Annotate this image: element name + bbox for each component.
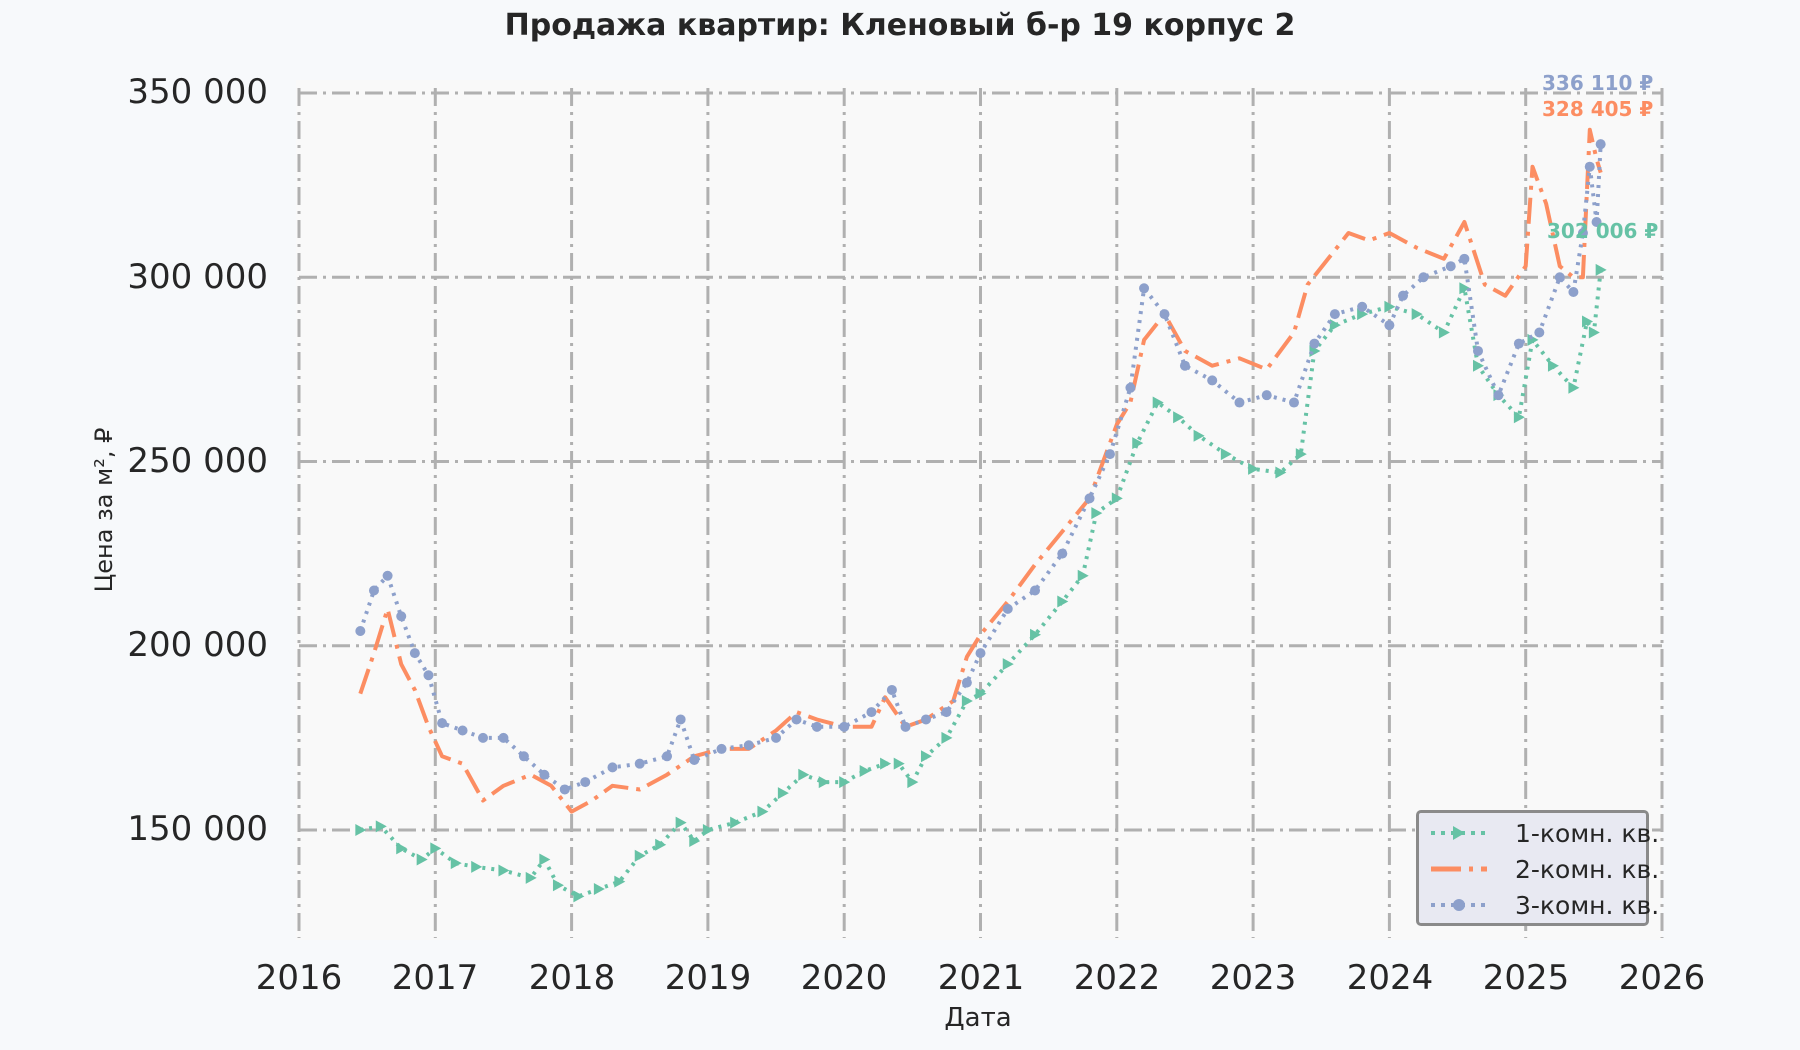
x-tick-label: 2021 <box>937 958 1025 998</box>
series-layer <box>355 127 1607 903</box>
end-label-3-room: 336 110 ₽ <box>1542 71 1654 95</box>
legend: 1-комн. кв. 2-комн. кв. 3-комн. кв. <box>1416 810 1659 926</box>
series-3-room <box>355 139 1606 795</box>
y-tick-label: 350 000 <box>127 72 268 112</box>
x-tick-label: 2024 <box>1346 958 1434 998</box>
y-tick-label: 150 000 <box>127 809 268 849</box>
x-tick-label: 2016 <box>255 958 343 998</box>
y-axis-label: Цена за м², ₽ <box>90 427 118 593</box>
dotted-circle-marker-icon <box>1431 899 1487 911</box>
dotted-triangle-marker-icon <box>1431 826 1487 840</box>
x-tick-label: 2017 <box>391 958 479 998</box>
dash-dot-line-icon <box>1431 866 1487 872</box>
end-label-2-room: 328 405 ₽ <box>1542 97 1654 121</box>
y-tick-label: 200 000 <box>127 625 268 665</box>
y-tick-label: 300 000 <box>127 257 268 297</box>
end-label-1-room: 302 006 ₽ <box>1547 219 1659 243</box>
x-tick-label: 2019 <box>664 958 752 998</box>
x-tick-label: 2023 <box>1209 958 1297 998</box>
legend-item-1-room: 1-комн. кв. <box>1429 815 1659 851</box>
x-axis-label: Дата <box>944 1003 1012 1033</box>
x-tick-label: 2026 <box>1618 958 1706 998</box>
legend-item-3-room: 3-комн. кв. <box>1429 887 1659 923</box>
x-tick-label: 2025 <box>1482 958 1570 998</box>
legend-item-2-room: 2-комн. кв. <box>1429 851 1659 887</box>
x-tick-label: 2020 <box>800 958 888 998</box>
series-2-room <box>358 127 1603 814</box>
legend-label: 2-комн. кв. <box>1515 854 1660 884</box>
legend-label: 3-комн. кв. <box>1515 890 1660 920</box>
chart-title: Продажа квартир: Кленовый б-р 19 корпус … <box>504 8 1296 43</box>
series-1-room <box>355 263 1607 903</box>
legend-label: 1-комн. кв. <box>1515 818 1660 848</box>
x-tick-label: 2022 <box>1073 958 1161 998</box>
y-tick-label: 250 000 <box>127 441 268 481</box>
x-tick-label: 2018 <box>528 958 616 998</box>
